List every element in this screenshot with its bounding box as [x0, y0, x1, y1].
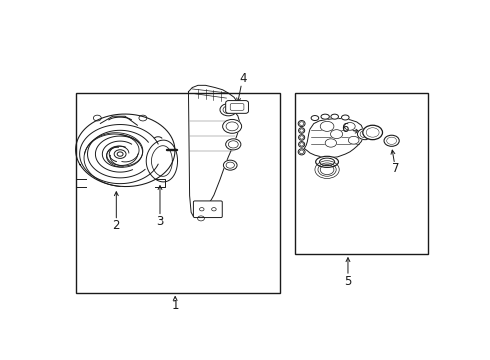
Circle shape — [223, 160, 237, 170]
Text: 6: 6 — [342, 122, 349, 135]
Text: 7: 7 — [392, 162, 399, 175]
Ellipse shape — [342, 115, 349, 120]
Ellipse shape — [298, 135, 305, 140]
Ellipse shape — [298, 141, 305, 147]
Circle shape — [348, 136, 359, 144]
Circle shape — [363, 125, 383, 140]
Ellipse shape — [316, 156, 339, 167]
Ellipse shape — [331, 114, 339, 119]
Text: 5: 5 — [344, 275, 352, 288]
Text: 2: 2 — [113, 219, 120, 232]
Text: 4: 4 — [239, 72, 246, 85]
Circle shape — [325, 139, 337, 147]
Bar — [76, 93, 280, 293]
Ellipse shape — [298, 121, 305, 127]
Circle shape — [320, 121, 334, 131]
Circle shape — [344, 122, 355, 130]
Circle shape — [384, 135, 399, 146]
Circle shape — [222, 120, 242, 133]
Circle shape — [330, 130, 343, 139]
Ellipse shape — [298, 128, 305, 133]
Ellipse shape — [311, 116, 318, 121]
FancyBboxPatch shape — [194, 201, 222, 217]
Ellipse shape — [298, 149, 305, 155]
Circle shape — [220, 104, 237, 116]
Ellipse shape — [321, 114, 329, 119]
FancyBboxPatch shape — [230, 104, 244, 110]
Bar — [295, 93, 428, 254]
FancyBboxPatch shape — [226, 100, 248, 113]
Circle shape — [226, 139, 241, 150]
Text: 1: 1 — [172, 299, 179, 312]
Text: 3: 3 — [156, 215, 164, 228]
Circle shape — [358, 129, 373, 140]
